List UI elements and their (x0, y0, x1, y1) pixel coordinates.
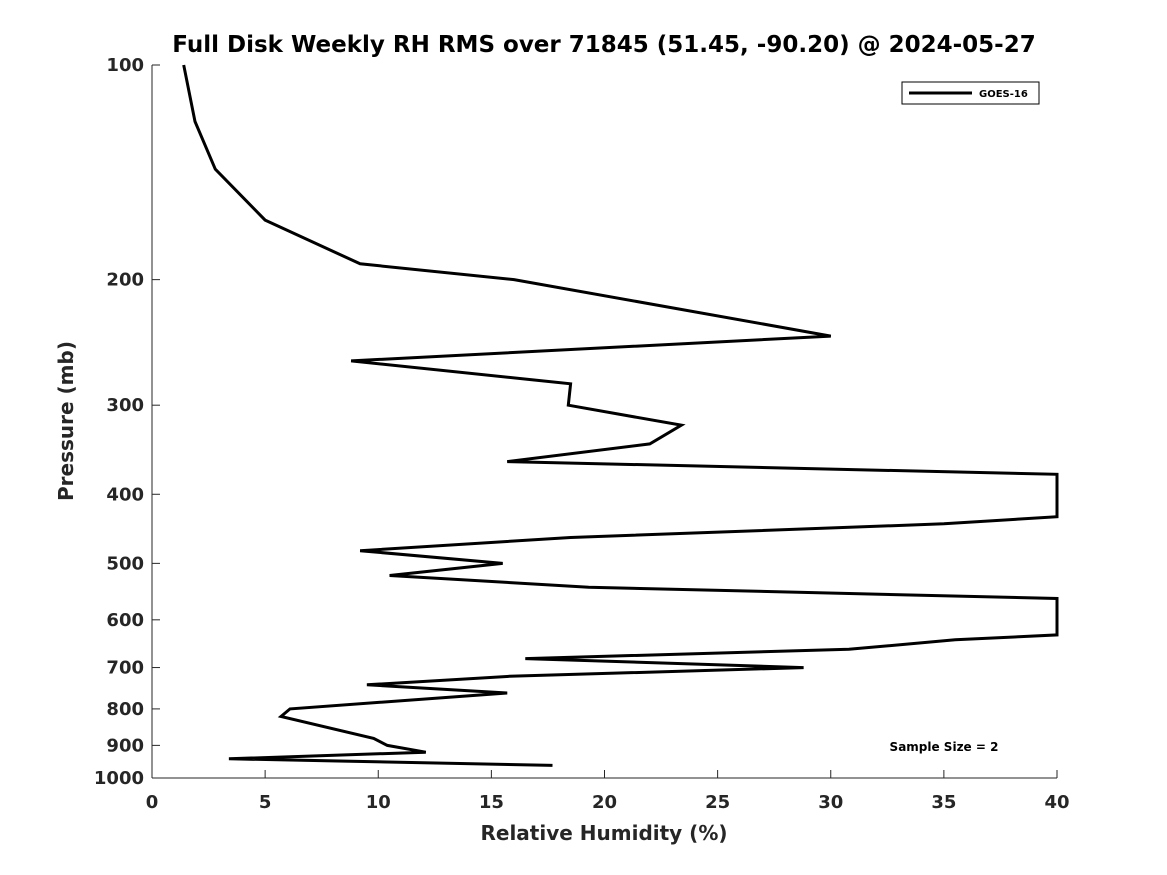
y-tick-label: 300 (106, 395, 144, 416)
x-tick-label: 40 (1044, 792, 1069, 813)
y-tick-label: 800 (106, 699, 144, 720)
y-tick-label: 700 (106, 658, 144, 679)
x-tick-label: 20 (592, 792, 617, 813)
x-axis-label: Relative Humidity (%) (480, 821, 727, 845)
y-axis-label: Pressure (mb) (54, 341, 78, 501)
y-tick-label: 400 (106, 484, 144, 505)
y-tick-label: 600 (106, 610, 144, 631)
y-tick-label: 500 (106, 553, 144, 574)
x-tick-label: 5 (259, 792, 272, 813)
x-tick-label: 25 (705, 792, 730, 813)
series-layer (182, 64, 1059, 767)
chart-title: Full Disk Weekly RH RMS over 71845 (51.4… (172, 32, 1035, 58)
x-tick-label: 10 (366, 792, 391, 813)
y-tick-label: 100 (106, 55, 144, 76)
x-axis: 0 5 10 15 20 25 30 35 40 (146, 770, 1070, 813)
y-axis: 100 200 300 400 500 600 700 800 900 1000 (94, 55, 160, 789)
x-tick-label: 15 (479, 792, 504, 813)
x-tick-label: 30 (818, 792, 843, 813)
sample-size-annotation: Sample Size = 2 (890, 740, 999, 754)
legend-label-goes-16: GOES-16 (979, 89, 1028, 100)
y-tick-label: 900 (106, 735, 144, 756)
series-line-goes-16 (182, 64, 1059, 767)
x-tick-label: 35 (931, 792, 956, 813)
x-tick-label: 0 (146, 792, 159, 813)
legend: GOES-16 (901, 81, 1040, 105)
y-tick-label: 200 (106, 270, 144, 291)
plot-area (152, 65, 1057, 778)
y-tick-label: 1000 (94, 768, 144, 789)
